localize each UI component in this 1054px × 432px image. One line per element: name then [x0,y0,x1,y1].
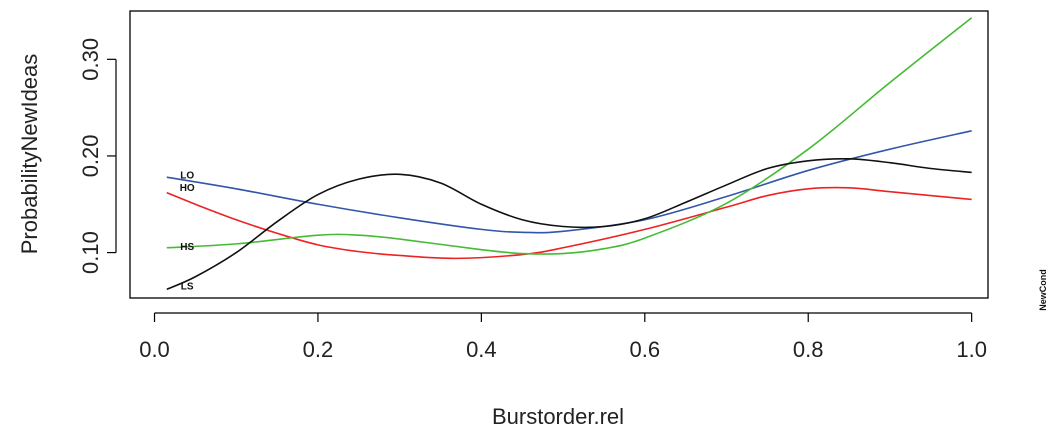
x-tick-label: 1.0 [956,337,987,362]
series-label-lo: LO [180,170,194,181]
x-tick-label: 0.2 [303,337,334,362]
x-tick-label: 0.8 [793,337,824,362]
series-line-hs [166,17,973,255]
series-line-ls [166,157,972,291]
series-label-ho: HO [180,183,195,194]
y-tick-label: 0.30 [78,38,103,81]
axis-layer: 0.0 0.2 0.4 0.6 0.8 1.0 0.10 0.20 0.30 [78,38,987,362]
label-layer: LO HO HS LS [180,170,195,292]
plot-frame [129,10,989,299]
x-tick-label: 0.0 [139,337,170,362]
x-tick-label: 0.4 [466,337,497,362]
side-label: NewCond [1038,269,1048,311]
y-axis-title: ProbabilityNewIdeas [17,54,42,255]
y-tick-label: 0.10 [78,231,103,274]
series-label-hs: HS [180,242,194,253]
y-tick-label: 0.20 [78,134,103,177]
series-line-lo [166,130,972,234]
x-tick-label: 0.6 [630,337,661,362]
series-layer [166,17,973,291]
series-label-ls: LS [181,281,194,292]
x-axis-title: Burstorder.rel [492,404,624,429]
